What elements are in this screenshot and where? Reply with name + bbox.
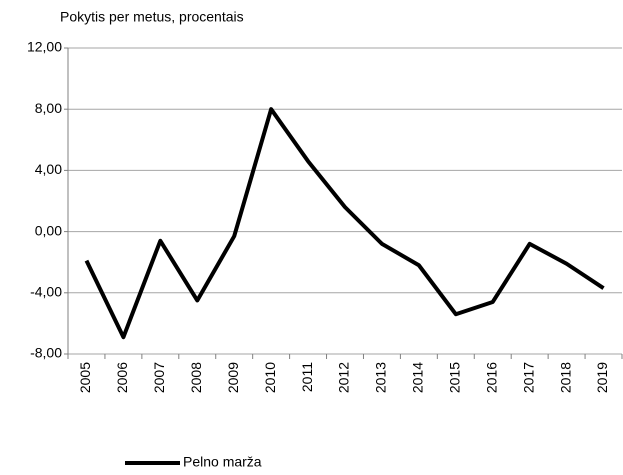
y-tick-label: 0,00 [35,222,62,238]
y-tick-label: 4,00 [35,161,62,177]
y-tick-label: 12,00 [27,39,62,55]
x-tick-label: 2012 [336,362,352,393]
legend-label: Pelno marža [183,454,262,470]
x-tick-label: 2015 [447,362,463,393]
y-tick-label: -4,00 [30,284,62,300]
y-axis-label: Pokytis per metus, procentais [60,9,244,25]
y-tick-label: -8,00 [30,345,62,361]
x-tick-label: 2009 [225,362,241,393]
x-tick-label: 2017 [520,362,536,393]
x-tick-label: 2014 [410,362,426,393]
x-tick-label: 2016 [483,362,499,393]
x-tick-label: 2011 [299,362,315,392]
x-tick-label: 2006 [114,362,130,393]
y-tick-label: 8,00 [35,100,62,116]
x-tick-label: 2005 [77,362,93,393]
x-tick-label: 2010 [262,362,278,393]
x-tick-label: 2019 [594,362,610,393]
x-tick-label: 2007 [151,362,167,393]
x-tick-label: 2008 [188,362,204,393]
x-tick-label: 2018 [557,362,573,393]
data-line [84,107,605,340]
x-tick-label: 2013 [373,362,389,393]
